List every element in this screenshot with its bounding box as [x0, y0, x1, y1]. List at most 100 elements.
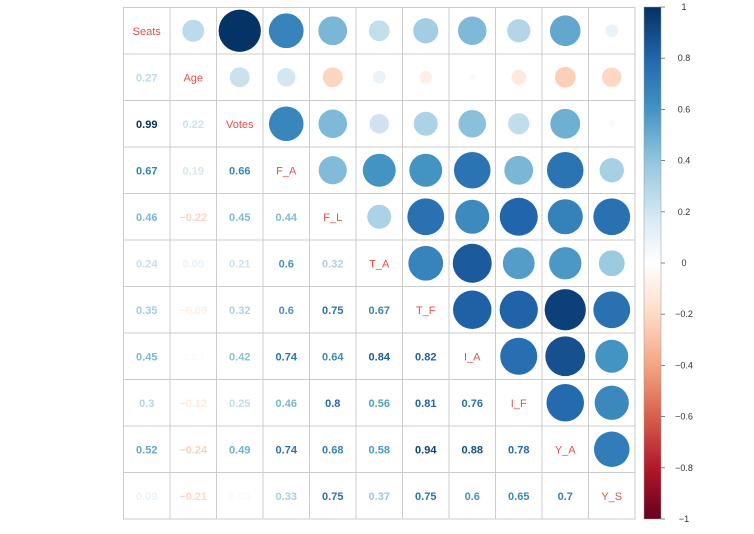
- correlation-value: 0.09: [183, 258, 204, 270]
- matrix-cell: [309, 472, 357, 520]
- matrix-cell: [448, 379, 496, 427]
- correlation-value: −0.24: [179, 444, 208, 456]
- colorbar-tick-label: 0: [681, 258, 686, 268]
- correlation-circle: [318, 156, 347, 185]
- matrix-cell: [262, 239, 310, 287]
- variable-label: Y_S: [601, 491, 622, 503]
- correlation-value: −0.22: [179, 212, 207, 224]
- matrix-cell: [355, 472, 403, 520]
- colorbar-tick-label: −0.2: [675, 309, 693, 319]
- correlation-value: 0.03: [183, 351, 204, 363]
- correlation-circle: [218, 9, 261, 52]
- matrix-cell: [169, 472, 217, 520]
- correlation-circle: [549, 247, 582, 280]
- matrix-cell: [216, 193, 264, 241]
- correlation-value: 0.74: [276, 351, 298, 363]
- matrix-cell: [216, 146, 264, 194]
- correlation-circle: [546, 383, 585, 422]
- correlation-value: 0.88: [462, 444, 483, 456]
- matrix-cell: [355, 425, 403, 473]
- matrix-cell: [216, 53, 264, 101]
- variable-label: T_F: [416, 305, 436, 317]
- matrix-cell: [355, 239, 403, 287]
- correlation-value: 0.8: [325, 398, 340, 410]
- correlation-circle: [599, 158, 624, 183]
- matrix-cell: [495, 425, 543, 473]
- correlation-value: 0.75: [415, 491, 436, 503]
- correlation-value: 0.27: [136, 72, 157, 84]
- correlation-value: 0.3: [139, 398, 154, 410]
- correlation-circle: [502, 247, 535, 280]
- correlation-value: 0.44: [276, 212, 298, 224]
- colorbar-gradient: [643, 6, 662, 520]
- correlation-circle: [457, 16, 487, 46]
- correlation-value: 0.56: [369, 398, 390, 410]
- correlation-circle: [550, 108, 581, 139]
- variable-label: T_A: [369, 258, 390, 270]
- colorbar-tick-label: −0.8: [675, 463, 693, 473]
- matrix-cell: [309, 193, 357, 241]
- matrix-cell: [123, 379, 171, 427]
- correlation-circle: [318, 109, 348, 139]
- correlation-value: 0.52: [136, 444, 157, 456]
- correlation-circle: [229, 67, 250, 88]
- matrix-cell: [588, 472, 636, 520]
- variable-label: Y_A: [555, 444, 576, 456]
- matrix-cell: [123, 425, 171, 473]
- correlation-value: 0.6: [279, 258, 294, 270]
- correlation-circle: [268, 106, 304, 142]
- correlation-circle: [419, 70, 433, 84]
- matrix-cell: [402, 379, 450, 427]
- correlation-value: 0.22: [183, 119, 204, 131]
- correlation-value: 0.75: [322, 305, 343, 317]
- matrix-cell: [123, 472, 171, 520]
- matrix-cell: [123, 332, 171, 380]
- correlation-value: 0.78: [508, 444, 529, 456]
- matrix-cell: [402, 332, 450, 380]
- correlation-value: 0.33: [276, 491, 297, 503]
- correlation-circle: [504, 155, 534, 185]
- matrix-cell: [123, 193, 171, 241]
- correlation-circle: [409, 153, 443, 187]
- correlation-value: 0.03: [229, 491, 250, 503]
- correlation-circle: [602, 67, 622, 87]
- matrix-cell: [541, 472, 589, 520]
- correlation-value: 0.37: [369, 491, 390, 503]
- correlation-value: 0.45: [229, 212, 250, 224]
- correlation-value: 0.66: [229, 165, 250, 177]
- matrix-cell: [169, 193, 217, 241]
- matrix-cell: [169, 286, 217, 334]
- correlation-circle: [413, 18, 439, 44]
- correlation-value: 0.19: [183, 165, 204, 177]
- matrix-cell: [123, 286, 171, 334]
- correlation-circle: [500, 337, 538, 375]
- correlation-value: 0.32: [322, 258, 343, 270]
- correlation-circle: [455, 199, 490, 234]
- correlation-value: 0.82: [415, 351, 436, 363]
- lower-numbers: 0.27 0.99 0.22 0.67 0.19 0.66 0.46 −0.22 0.45 0.4…: [136, 72, 573, 503]
- correlation-circle: [458, 109, 487, 138]
- colorbar-tick-label: −0.4: [675, 360, 693, 370]
- matrix-cell: [123, 7, 171, 55]
- correlation-value: 0.24: [136, 258, 158, 270]
- matrix-cell: [169, 332, 217, 380]
- matrix-cell: [448, 7, 496, 55]
- matrix-cell: [495, 472, 543, 520]
- matrix-cell: [448, 472, 496, 520]
- matrix-cell: [123, 100, 171, 148]
- matrix-cell: [355, 286, 403, 334]
- correlation-value: 0.42: [229, 351, 250, 363]
- colorbar-tick-label: 1: [681, 2, 686, 12]
- correlation-circle: [499, 197, 538, 236]
- colorbar-tick-label: 0.8: [678, 53, 691, 63]
- correlation-value: 0.75: [322, 491, 343, 503]
- matrix-cell: [402, 286, 450, 334]
- matrix-cell: [216, 286, 264, 334]
- matrix-cell: [309, 332, 357, 380]
- correlation-circle: [407, 198, 445, 236]
- correlation-circle: [499, 290, 538, 329]
- correlation-circle: [413, 111, 438, 136]
- correlation-value: 0.49: [229, 444, 250, 456]
- variable-label: Seats: [133, 26, 162, 38]
